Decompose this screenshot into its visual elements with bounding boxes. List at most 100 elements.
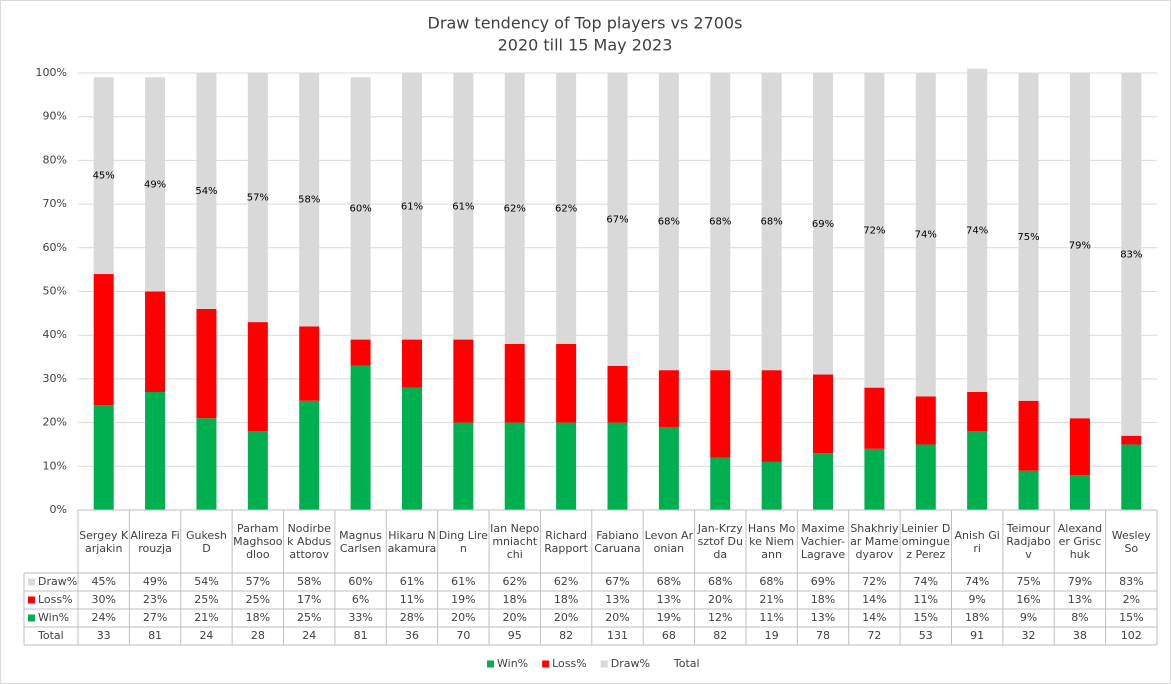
y-tick-label: 40% [43,328,67,341]
table-value: 11% [400,593,424,606]
table-value: 19% [657,611,681,624]
legend-key [28,578,35,586]
data-label: 68% [658,217,680,228]
bar-segment [1121,73,1142,436]
table-value: 20% [605,611,629,624]
y-tick-label: 20% [43,416,67,429]
data-label: 68% [709,217,731,228]
legend-key [28,614,35,622]
chart-title: Draw tendency of Top players vs 2700s [428,14,743,33]
data-label: 79% [1069,241,1091,252]
legend-key [28,596,35,604]
bar-segment [607,422,628,510]
category-cell: Hans Moke Niemann [748,522,795,561]
table-value: 32 [1022,629,1036,642]
category-cell: Sergey Karjakin [79,528,129,555]
table-value: 58% [297,575,321,588]
bar-segment [710,370,731,458]
table-value: 18% [503,593,527,606]
table-value: 68% [759,575,783,588]
table-value: 28 [251,629,265,642]
category-cell: Ian Nepomniachtchi [490,522,539,561]
bar-segment [658,426,679,510]
y-tick-label: 80% [43,153,67,166]
data-label: 62% [504,203,526,214]
table-value: 11% [914,593,938,606]
bar-segment [453,339,474,423]
table-value: 19% [451,593,475,606]
bar-segment [504,343,525,423]
table-value: 17% [297,593,321,606]
table-value: 25% [297,611,321,624]
bar-segment [93,77,114,275]
category-cell: Hikaru Nakamura [388,529,437,555]
bar-segment [350,365,371,510]
table-value: 23% [143,593,167,606]
category-cell: Gukesh D [186,529,227,555]
table-row-label: Total [37,629,64,642]
bar-segment [1069,73,1090,419]
table-value: 19 [765,629,779,642]
data-label: 72% [863,225,885,236]
table-value: 36 [405,629,419,642]
bar-segment [967,392,988,432]
category-cell: Richard Rapport [544,528,588,555]
bar-segment [813,73,834,375]
x-tick-label: Sergey Karjakin [79,528,129,555]
data-label: 67% [606,214,628,225]
bar-segment [1069,475,1090,510]
table-value: 24% [91,611,115,624]
table-value: 74% [914,575,938,588]
table-value: 81 [148,629,162,642]
table-value: 131 [607,629,628,642]
data-label: 60% [349,203,371,214]
category-cell: Leinier Dominguez Perez [901,522,950,561]
table-value: 91 [970,629,984,642]
table-value: 83% [1119,575,1143,588]
y-tick-label: 90% [43,110,67,123]
x-tick-label: Richard Rapport [544,528,588,555]
bar-segment [710,457,731,510]
table-value: 6% [352,593,369,606]
table-value: 75% [1016,575,1040,588]
bar-segment [453,73,474,340]
table-value: 15% [914,611,938,624]
x-tick-label: Fabiano Caruana [594,528,641,555]
bar-segment [196,418,217,510]
y-tick-label: 60% [43,241,67,254]
data-label: 83% [1120,249,1142,260]
table-value: 78 [816,629,830,642]
data-label: 61% [452,201,474,212]
bar-segment [1018,73,1039,401]
table-value: 102 [1121,629,1142,642]
chart-subtitle: 2020 till 15 May 2023 [498,36,673,55]
table-value: 20% [554,611,578,624]
category-cell: Alireza Firouzja [130,529,179,555]
category-cell: Anish Giri [954,529,999,555]
data-label: 45% [93,171,115,182]
y-tick-label: 100% [36,66,67,79]
table-value: 72 [867,629,881,642]
data-label: 49% [144,179,166,190]
bar-segment [915,396,936,445]
bar-segment [556,343,577,423]
bar-segment [299,326,320,401]
legend-key [600,660,608,668]
table-value: 11% [759,611,783,624]
bar-segment [658,73,679,371]
table-value: 38 [1073,629,1087,642]
bar-segment [761,73,782,371]
table-value: 62% [503,575,527,588]
table-value: 14% [862,593,886,606]
category-cell: Shakhriyar Mamedyarov [850,522,898,561]
table-value: 81 [354,629,368,642]
legend-key [487,660,494,668]
table-value: 25% [246,593,270,606]
category-cell: Magnus Carlsen [339,529,382,555]
bar-segment [864,448,885,510]
category-cell: Teimour Radjabov [1006,522,1051,561]
data-label: 74% [915,230,937,241]
legend-label: Loss% [552,657,587,670]
